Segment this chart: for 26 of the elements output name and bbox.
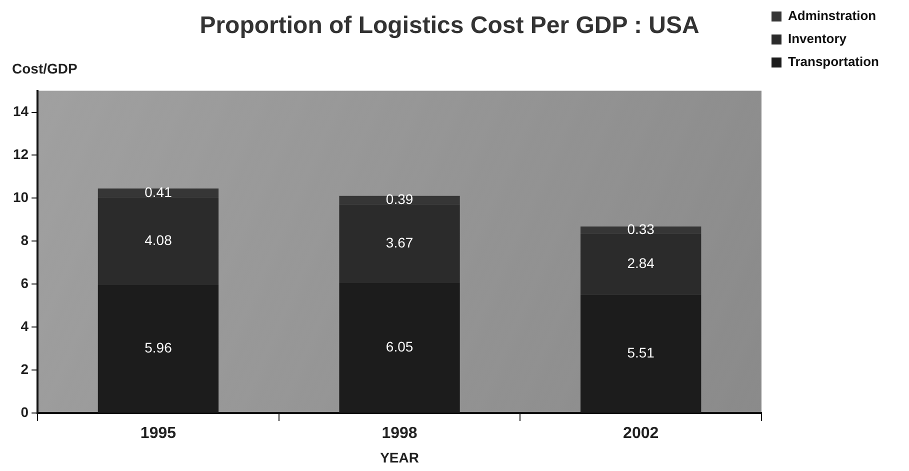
data-label: 5.51 bbox=[627, 344, 655, 360]
y-tick-label: 8 bbox=[20, 232, 29, 248]
y-tick-label: 10 bbox=[12, 189, 29, 206]
legend-label: Inventory bbox=[788, 31, 848, 46]
legend-label: Adminstration bbox=[788, 8, 876, 24]
data-label: 0.41 bbox=[144, 184, 172, 200]
legend-label: Transportation bbox=[788, 54, 880, 70]
x-tick-label: 1995 bbox=[140, 425, 176, 442]
x-axis-title: YEAR bbox=[380, 449, 419, 466]
data-label: 0.33 bbox=[627, 220, 655, 237]
y-tick-label: 14 bbox=[12, 103, 29, 120]
data-label: 2.84 bbox=[627, 255, 655, 272]
y-tick-label: 2 bbox=[20, 360, 29, 377]
y-tick-label: 12 bbox=[12, 146, 29, 162]
y-tick-label: 6 bbox=[20, 274, 29, 291]
data-label: 3.67 bbox=[386, 234, 414, 250]
y-tick-label: 0 bbox=[20, 404, 29, 420]
x-tick-label: 1998 bbox=[382, 425, 418, 442]
chart-title: Proportion of Logistics Cost Per GDP : USA bbox=[200, 12, 700, 40]
data-label: 0.39 bbox=[386, 190, 414, 207]
y-tick-label: 4 bbox=[20, 318, 29, 334]
data-label: 5.96 bbox=[144, 340, 172, 356]
x-tick-label: 2002 bbox=[623, 425, 659, 442]
y-axis-title: Cost/GDP bbox=[12, 60, 78, 77]
data-label: 6.05 bbox=[386, 338, 414, 355]
data-label: 4.08 bbox=[144, 232, 172, 248]
